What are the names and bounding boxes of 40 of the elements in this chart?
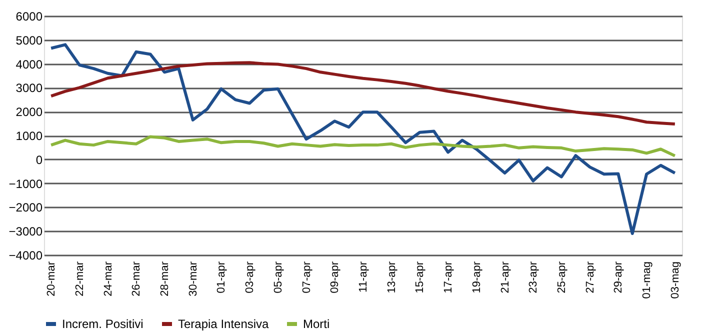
x-tick-label: 20-mar [46, 261, 58, 296]
y-tick-label: −4000 [8, 248, 43, 262]
x-tick-label: 25-apr [556, 261, 568, 294]
legend-label: Morti [303, 317, 330, 331]
line-series [50, 135, 676, 158]
y-tick-label: −1000 [8, 176, 43, 191]
x-tick-label: 24-mar [102, 261, 114, 296]
x-tick-label: 03-mag [669, 262, 682, 299]
y-tick-label: 0 [36, 152, 43, 167]
x-tick-label: 21-apr [499, 261, 512, 294]
x-tick-label: 19-apr [470, 261, 483, 294]
x-tick-label: 15-apr [414, 261, 426, 294]
legend-label: Terapia Intensiva [178, 317, 270, 331]
legend-label: Increm. Positivi [62, 317, 144, 331]
y-tick-label: 6000 [16, 10, 43, 24]
x-tick-label: 30-mar [187, 261, 200, 296]
x-tick-label: 27-apr [584, 261, 596, 294]
x-tick-label: 11-apr [358, 261, 370, 292]
x-tick-label: 17-apr [442, 261, 455, 294]
y-tick-label: 2000 [16, 105, 43, 120]
line-series [50, 61, 676, 126]
y-tick-label: −2000 [8, 200, 43, 215]
x-tick-label: 07-apr [300, 261, 313, 294]
y-tick-label: 4000 [16, 57, 43, 72]
x-tick-label: 23-apr [528, 261, 540, 294]
x-tick-label: 01-mag [641, 262, 654, 299]
x-tick-label: 01-apr [216, 261, 228, 294]
x-tick-label: 03-apr [244, 261, 256, 294]
y-tick-label: 5000 [16, 33, 43, 48]
x-tick-label: 28-mar [159, 261, 172, 296]
y-tick-label: −3000 [8, 224, 43, 239]
x-tick-label: 29-apr [612, 261, 625, 294]
y-tick-label: 3000 [16, 81, 43, 96]
x-tick-label: 13-apr [386, 261, 398, 294]
x-tick-label: 22-mar [74, 261, 86, 296]
x-tick-label: 09-apr [329, 261, 342, 294]
line-series [50, 43, 676, 235]
x-tick-label: 05-apr [272, 261, 284, 294]
y-tick-label: 1000 [16, 129, 43, 143]
x-tick-label: 26-mar [130, 261, 143, 296]
